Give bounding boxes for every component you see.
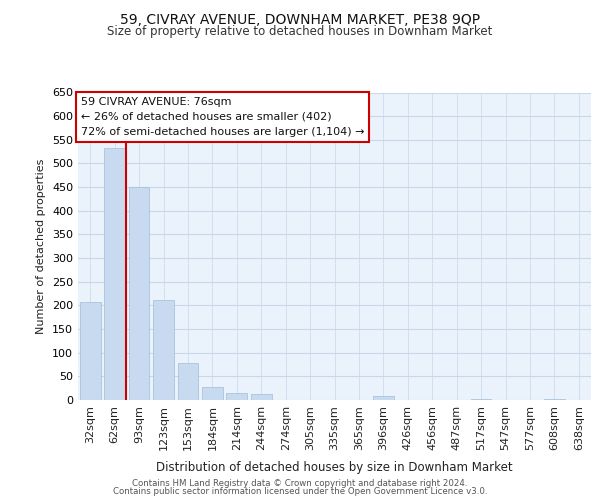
Bar — [544, 399, 565, 400]
Y-axis label: Number of detached properties: Number of detached properties — [37, 158, 46, 334]
Bar — [202, 387, 223, 400]
Bar — [128, 186, 149, 400]
Text: Contains HM Land Registry data © Crown copyright and database right 2024.: Contains HM Land Registry data © Crown c… — [132, 478, 468, 488]
X-axis label: Distribution of detached houses by size in Downham Market: Distribution of detached houses by size … — [156, 461, 513, 474]
Bar — [470, 399, 491, 400]
Bar — [153, 300, 174, 400]
Bar — [373, 396, 394, 400]
Bar — [178, 363, 199, 400]
Text: 59 CIVRAY AVENUE: 76sqm
← 26% of detached houses are smaller (402)
72% of semi-d: 59 CIVRAY AVENUE: 76sqm ← 26% of detache… — [80, 97, 364, 136]
Text: Size of property relative to detached houses in Downham Market: Size of property relative to detached ho… — [107, 25, 493, 38]
Bar — [104, 148, 125, 400]
Bar — [226, 393, 247, 400]
Text: 59, CIVRAY AVENUE, DOWNHAM MARKET, PE38 9QP: 59, CIVRAY AVENUE, DOWNHAM MARKET, PE38 … — [120, 12, 480, 26]
Bar — [251, 394, 272, 400]
Bar — [80, 302, 101, 400]
Text: Contains public sector information licensed under the Open Government Licence v3: Contains public sector information licen… — [113, 487, 487, 496]
